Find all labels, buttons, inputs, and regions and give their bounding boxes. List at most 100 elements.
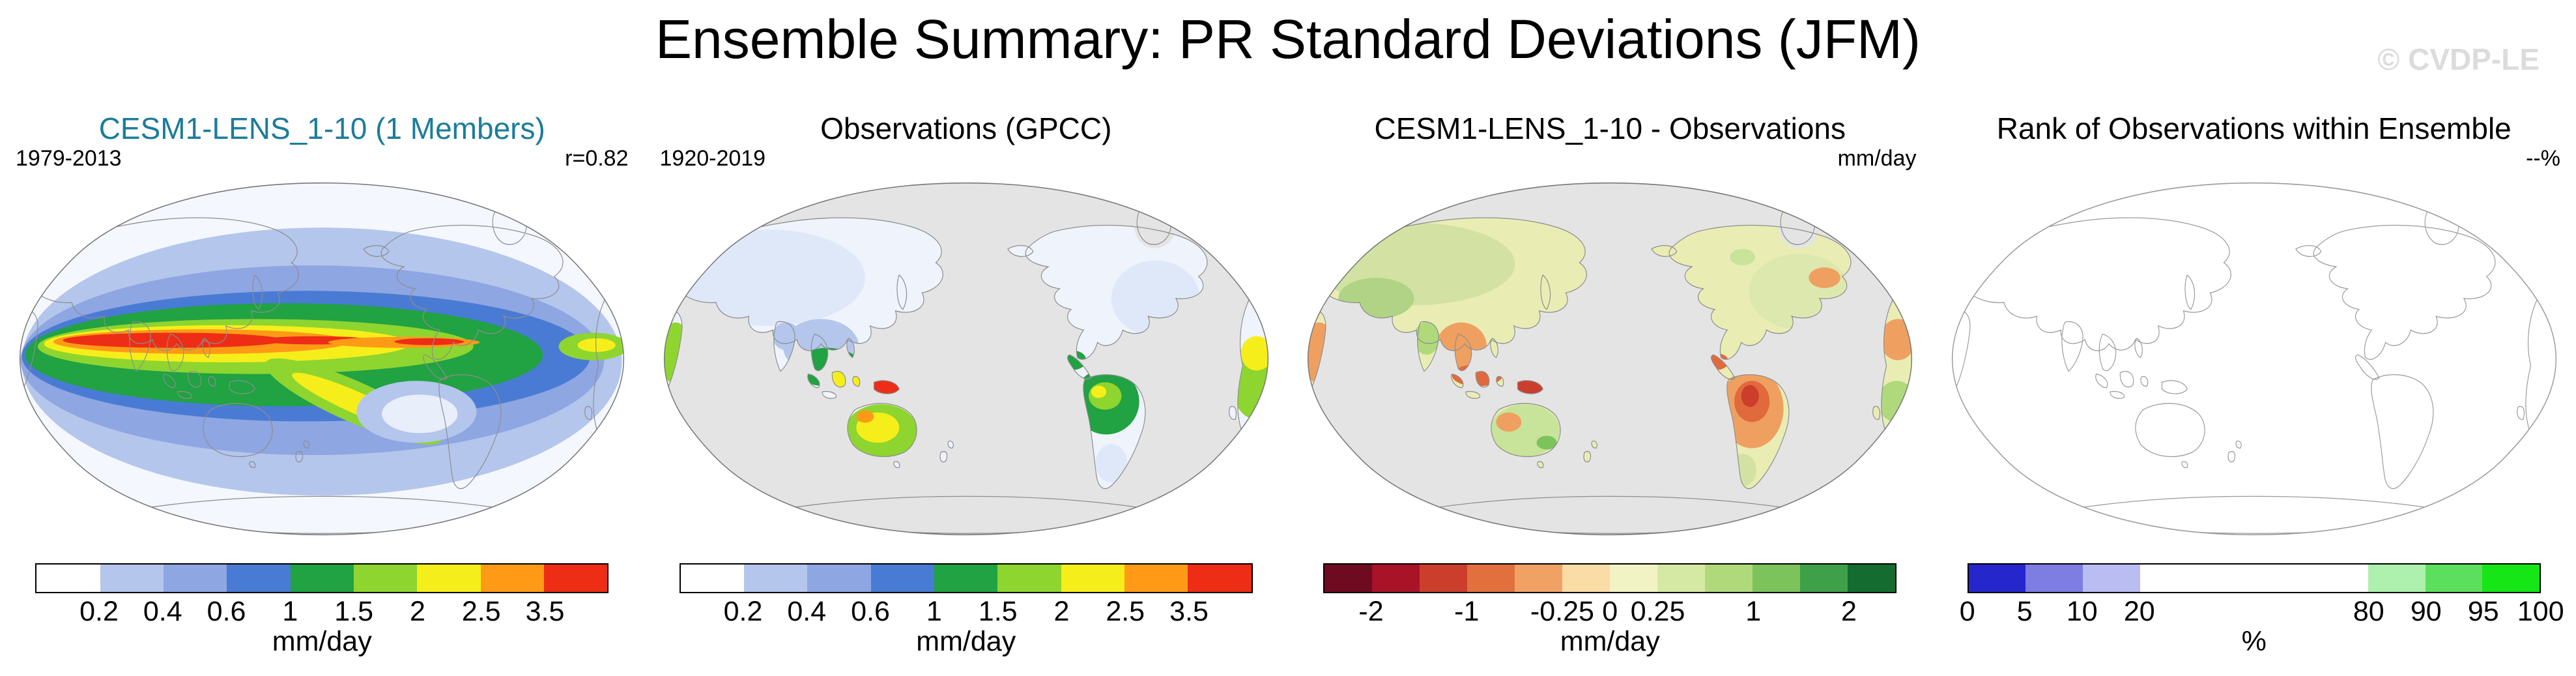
colorbar-tick-label: 3.5 xyxy=(1169,596,1209,627)
colorbar-cell xyxy=(807,565,871,592)
colorbar-cell xyxy=(2254,565,2311,592)
colorbar-tick-label: 90 xyxy=(2410,596,2442,627)
colorbar-tick-label: -2 xyxy=(1358,596,1384,627)
colorbar-cell xyxy=(934,565,998,592)
map-container xyxy=(1932,175,2576,546)
colorbar-cell xyxy=(163,565,227,592)
correlation-label: r=0.82 xyxy=(565,146,629,171)
colorbar-tick-label: 1 xyxy=(926,596,942,627)
colorbar-cell xyxy=(543,565,608,592)
colorbar-cell xyxy=(2140,565,2197,592)
colorbar-tick-label: 1.5 xyxy=(978,596,1018,627)
colorbar-tick-label: 1.5 xyxy=(334,596,374,627)
colorbar-tick-label: 0.6 xyxy=(851,596,890,627)
world-map-model-stddev xyxy=(20,182,625,536)
colorbar-tick-label: 0.6 xyxy=(207,596,246,627)
colorbar-ticks: 0.2 0.4 0.6 1 1.5 2 2.5 3.5 xyxy=(35,593,608,627)
colorbar-tick-label: 0.4 xyxy=(143,596,182,627)
colorbar-ticks: 0 5 10 20 80 90 95 100 xyxy=(1960,593,2564,627)
colorbar-tick-label: 1 xyxy=(282,596,298,627)
map-layers xyxy=(20,183,624,535)
colorbar-cell xyxy=(2025,565,2083,592)
map-container xyxy=(1288,175,1932,546)
colorbar-tick-label: -0.25 xyxy=(1530,596,1594,627)
colorbar-tick-label: 100 xyxy=(2517,596,2564,627)
map-container xyxy=(644,175,1289,546)
panel-rank: Rank of Observations within Ensemble --%… xyxy=(1932,111,2576,658)
map-container xyxy=(0,175,644,546)
units-label: mm/day xyxy=(1837,146,1917,171)
panel-subrow: mm/day xyxy=(1304,146,1917,175)
colorbar-tick-label: 10 xyxy=(2066,596,2098,627)
map-layers xyxy=(1952,183,2556,535)
colorbar-cell xyxy=(2482,565,2540,592)
figure-title: Ensemble Summary: PR Standard Deviations… xyxy=(655,8,1921,70)
colorbar-tick-label: 0.2 xyxy=(79,596,119,627)
map-layers xyxy=(664,183,1268,535)
panel-subrow: --% xyxy=(1948,146,2560,175)
date-range-label: 1979-2013 xyxy=(16,146,122,171)
colorbar-cell xyxy=(36,565,100,592)
colorbar-tick-label: 2 xyxy=(1053,596,1070,627)
panel-subrow: 1979-2013 r=0.82 xyxy=(16,146,629,175)
panel-difference: CESM1-LENS_1-10 - Observations mm/day xyxy=(1288,111,1932,658)
panel-observations: Observations (GPCC) 1920-2019 xyxy=(644,111,1289,658)
panel-title: CESM1-LENS_1-10 (1 Members) xyxy=(98,111,545,145)
colorbar-cell xyxy=(2197,565,2254,592)
colorbar: 0 5 10 20 80 90 95 100 % xyxy=(1960,563,2564,658)
panel-title: Observations (GPCC) xyxy=(820,111,1112,145)
colorbar-tick-label: 0 xyxy=(1602,596,1618,627)
colorbar-tick-label: 0 xyxy=(1959,596,1975,627)
colorbar-tick-label: 0.2 xyxy=(723,596,763,627)
colorbar-tick-label: 3.5 xyxy=(525,596,565,627)
world-map-rank xyxy=(1951,182,2556,536)
colorbar-ticks: 0.2 0.4 0.6 1 1.5 2 2.5 3.5 xyxy=(680,593,1253,627)
colorbar-cell xyxy=(227,565,291,592)
colorbar-unit-label: mm/day xyxy=(916,626,1016,657)
colorbar-unit-label: mm/day xyxy=(1560,626,1660,657)
panel-model: CESM1-LENS_1-10 (1 Members) 1979-2013 r=… xyxy=(0,111,644,658)
panel-title: CESM1-LENS_1-10 - Observations xyxy=(1374,111,1846,145)
colorbar-tick-label: 2.5 xyxy=(1106,596,1145,627)
colorbar: -2 -1 -0.25 0 0.25 1 2 mm/day xyxy=(1323,563,1897,658)
colorbar: 0.2 0.4 0.6 1 1.5 2 2.5 3.5 mm/day xyxy=(35,563,609,658)
colorbar-tick-label: 2.5 xyxy=(461,596,501,627)
colorbar-cell xyxy=(2425,565,2483,592)
colorbar-cell xyxy=(680,565,745,592)
colorbar-cell xyxy=(290,565,354,592)
colorbar-cell xyxy=(997,565,1061,592)
colorbar-cells xyxy=(1967,563,2541,593)
colorbar-tick-label: 95 xyxy=(2467,596,2499,627)
colorbar-tick-label: 5 xyxy=(2016,596,2033,627)
colorbar-cell xyxy=(1324,565,1373,592)
colorbar-cell xyxy=(870,565,935,592)
colorbar-cell xyxy=(1657,565,1706,592)
colorbar-cell xyxy=(1467,565,1515,592)
colorbar-unit-label: mm/day xyxy=(272,626,372,657)
panel-title: Rank of Observations within Ensemble xyxy=(1996,111,2512,145)
colorbar-tick-label: 0.4 xyxy=(787,596,827,627)
colorbar-tick-label: -1 xyxy=(1454,596,1480,627)
panel-row: CESM1-LENS_1-10 (1 Members) 1979-2013 r=… xyxy=(0,111,2576,658)
colorbar-cell xyxy=(1610,565,1658,592)
world-map-difference xyxy=(1308,182,1913,536)
colorbar-tick-label: 0.25 xyxy=(1630,596,1685,627)
world-map-observations xyxy=(663,182,1268,536)
colorbar-unit-label: % xyxy=(2241,626,2267,657)
colorbar-cell xyxy=(1968,565,2026,592)
colorbar-cell xyxy=(1848,565,1896,592)
colorbar-tick-label: 80 xyxy=(2353,596,2384,627)
colorbar-cells xyxy=(679,563,1253,593)
date-range-label: 1920-2019 xyxy=(659,146,766,171)
colorbar-cell xyxy=(1188,565,1252,592)
colorbar-tick-label: 2 xyxy=(409,596,425,627)
map-layers xyxy=(1308,183,1912,535)
colorbar-cell xyxy=(2311,565,2368,592)
colorbar-cell xyxy=(1124,565,1188,592)
colorbar-cell xyxy=(2082,565,2140,592)
colorbar-cell xyxy=(353,565,418,592)
colorbar-cell xyxy=(417,565,481,592)
colorbar-ticks: -2 -1 -0.25 0 0.25 1 2 xyxy=(1323,593,1896,627)
colorbar-cells xyxy=(35,563,609,593)
colorbar: 0.2 0.4 0.6 1 1.5 2 2.5 3.5 mm/day xyxy=(679,563,1253,658)
